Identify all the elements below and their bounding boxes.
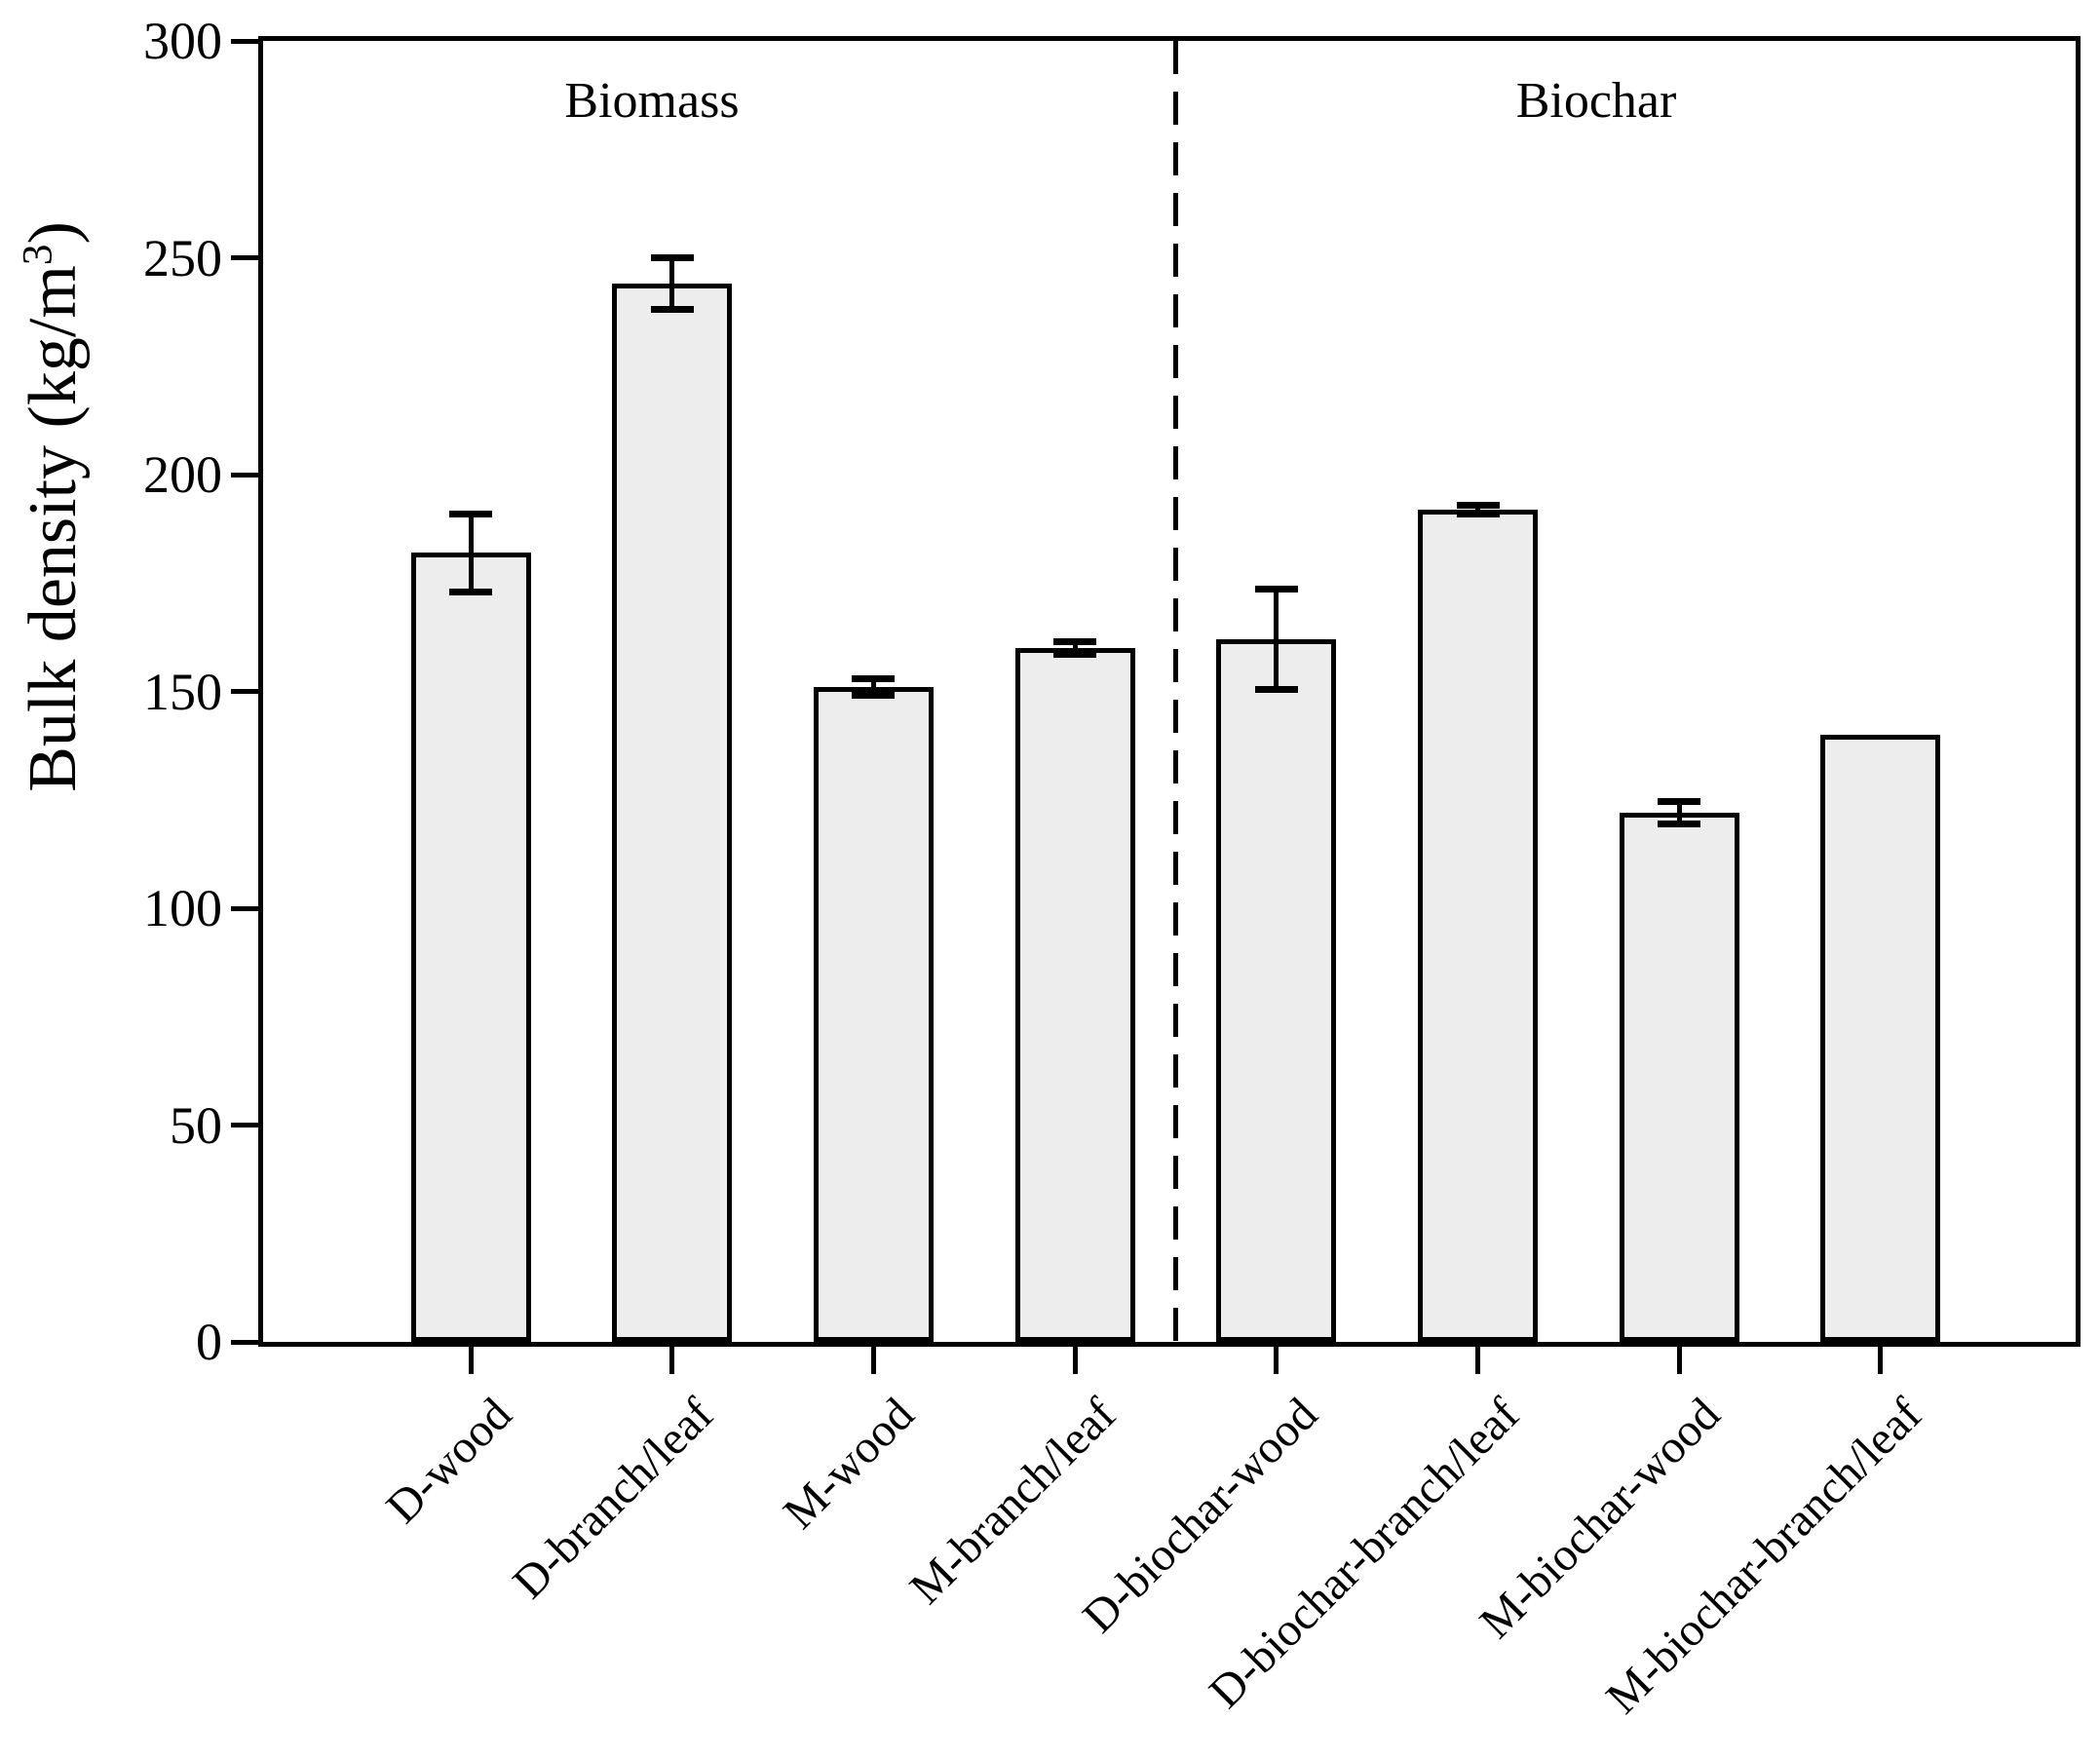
group-label-biomass: Biomass <box>564 73 740 129</box>
error-cap-top-d-biochar-wood <box>1254 586 1298 593</box>
error-bar-d-branch-leaf <box>669 257 675 310</box>
y-tick-150 <box>231 689 258 694</box>
error-bar-d-biochar-wood <box>1274 589 1279 690</box>
x-tick-m-wood <box>870 1347 876 1374</box>
x-tick-m-biochar-branch-leaf <box>1878 1347 1884 1374</box>
error-cap-bottom-m-branch-leaf <box>1053 651 1097 659</box>
error-bar-m-branch-leaf <box>1072 641 1078 655</box>
y-tick-label-0: 0 <box>196 1313 222 1371</box>
error-cap-bottom-d-biochar-branch-leaf <box>1456 510 1500 517</box>
y-tick-200 <box>231 472 258 478</box>
error-cap-bottom-d-biochar-wood <box>1254 685 1298 693</box>
y-tick-label-250: 250 <box>143 228 222 287</box>
y-tick-250 <box>231 255 258 260</box>
bar-m-wood <box>813 687 934 1342</box>
x-label-m-wood: M-wood <box>774 1388 925 1540</box>
y-tick-label-100: 100 <box>143 879 222 937</box>
plot-inner: Biomass Biochar <box>263 41 2076 1342</box>
y-tick-label-200: 200 <box>143 445 222 504</box>
bar-m-biochar-wood <box>1619 813 1739 1342</box>
y-tick-label-50: 50 <box>170 1095 222 1155</box>
x-tick-m-biochar-wood <box>1676 1347 1682 1374</box>
error-cap-bottom-m-wood <box>852 692 896 700</box>
y-tick-label-300: 300 <box>143 12 222 70</box>
error-cap-top-d-branch-leaf <box>650 254 694 261</box>
error-bar-m-biochar-wood <box>1676 801 1682 824</box>
bar-d-branch-leaf <box>612 284 733 1342</box>
x-label-m-branch-leaf: M-branch/leaf <box>899 1388 1126 1615</box>
error-bar-m-wood <box>870 678 876 696</box>
error-bar-d-biochar-branch-leaf <box>1475 505 1481 515</box>
bar-d-biochar-wood <box>1216 639 1337 1342</box>
x-tick-d-wood <box>468 1347 474 1374</box>
x-tick-m-branch-leaf <box>1072 1347 1078 1374</box>
x-tick-d-biochar-branch-leaf <box>1475 1347 1481 1374</box>
bar-m-branch-leaf <box>1014 648 1135 1342</box>
group-label-biochar: Biochar <box>1515 73 1677 129</box>
error-bar-d-wood <box>468 514 474 592</box>
error-cap-bottom-m-biochar-wood <box>1658 820 1701 827</box>
x-label-d-wood: D-wood <box>376 1388 522 1534</box>
error-cap-top-m-branch-leaf <box>1053 637 1097 645</box>
x-tick-d-branch-leaf <box>669 1347 675 1374</box>
group-divider-dashed-line <box>1172 41 1178 1342</box>
error-cap-top-d-biochar-branch-leaf <box>1456 501 1500 509</box>
error-cap-bottom-d-branch-leaf <box>650 306 694 314</box>
y-tick-300 <box>231 38 258 44</box>
plot-area: Biomass Biochar <box>258 36 2081 1347</box>
bar-d-wood <box>410 553 531 1342</box>
error-cap-top-m-wood <box>852 674 896 682</box>
bar-d-biochar-branch-leaf <box>1418 509 1539 1342</box>
x-tick-d-biochar-wood <box>1274 1347 1279 1374</box>
y-tick-0 <box>231 1339 258 1345</box>
bar-m-biochar-branch-leaf <box>1820 735 1941 1342</box>
y-tick-100 <box>231 905 258 911</box>
error-cap-bottom-d-wood <box>449 588 492 595</box>
error-cap-top-d-wood <box>449 510 492 517</box>
x-label-d-branch-leaf: D-branch/leaf <box>502 1388 723 1609</box>
error-cap-top-m-biochar-wood <box>1658 798 1701 806</box>
y-tick-label-150: 150 <box>143 662 222 721</box>
y-tick-50 <box>231 1123 258 1127</box>
